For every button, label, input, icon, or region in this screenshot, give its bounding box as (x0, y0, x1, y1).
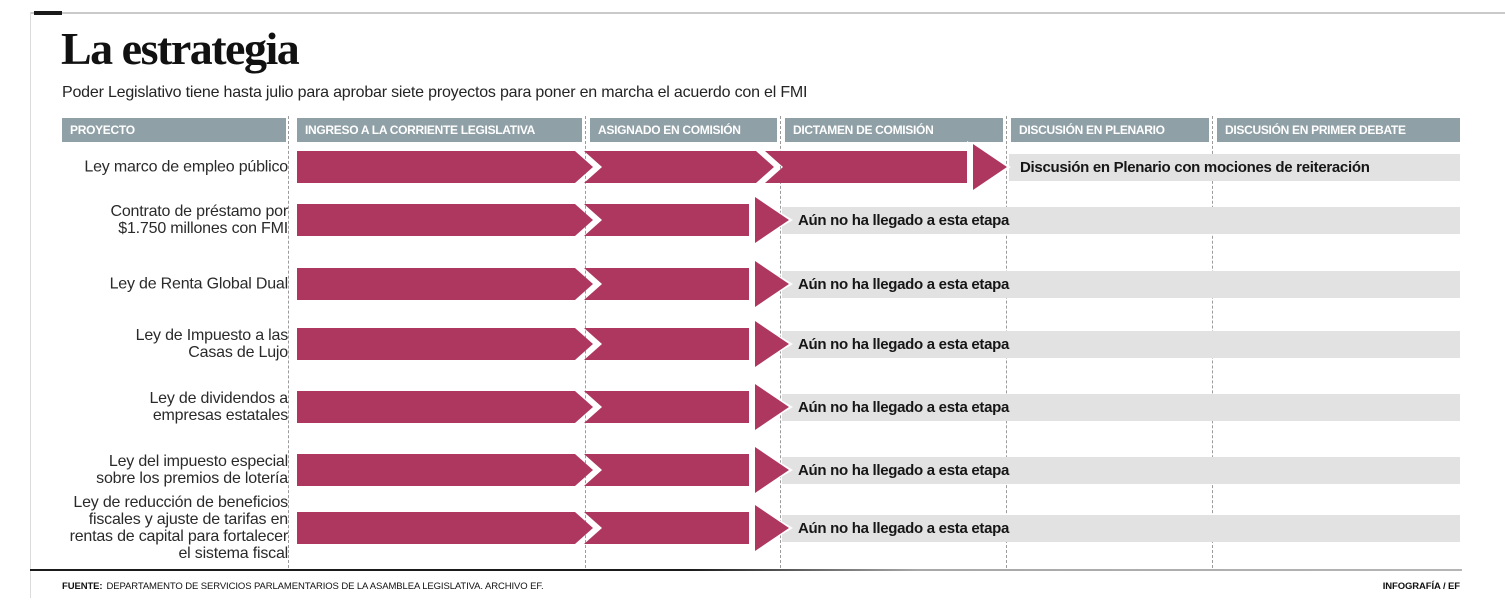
project-label: Ley de Impuesto a las Casas de Lujo (135, 327, 289, 361)
status-text: Aún no ha llegado a esta etapa (798, 212, 1010, 229)
bottom-rule (30, 569, 1462, 571)
arrow-segment (297, 151, 593, 183)
arrow-segment (297, 454, 593, 486)
project-label: Ley de dividendos a empresas estatales (149, 390, 288, 424)
left-edge-rule (30, 12, 31, 598)
arrow-segment (297, 268, 593, 300)
column-header-primer-debate: DISCUSIÓN EN PRIMER DEBATE (1217, 118, 1460, 142)
progress-arrow (0, 377, 1505, 437)
status-bar: Aún no ha llegado a esta etapa (782, 457, 1460, 484)
progress-arrow (0, 190, 1505, 250)
top-rule (30, 12, 1505, 14)
column-header-ingreso: INGRESO A LA CORRIENTE LEGISLATIVA (297, 118, 582, 142)
table-row: Ley del impuesto especial sobre los prem… (0, 440, 1505, 500)
progress-arrow (0, 254, 1505, 314)
status-text: Aún no ha llegado a esta etapa (798, 399, 1010, 416)
project-label: Ley marco de empleo público (84, 158, 288, 176)
status-bar: Aún no ha llegado a esta etapa (782, 394, 1460, 421)
table-row: Contrato de préstamo por $1.750 millones… (0, 190, 1505, 250)
column-divider (288, 116, 289, 568)
table-row: Ley marco de empleo público Discusión en… (0, 137, 1505, 197)
arrow-segment (584, 268, 756, 300)
arrow-segment (297, 391, 593, 423)
source-label: FUENTE: (62, 581, 103, 592)
arrow-segment (584, 151, 774, 183)
arrow-segment (297, 204, 593, 236)
top-rule-tick (34, 11, 62, 15)
arrow-segment (584, 204, 756, 236)
column-header-dictamen: DICTAMEN DE COMISIÓN (785, 118, 1003, 142)
status-bar: Aún no ha llegado a esta etapa (782, 515, 1460, 542)
project-label: Ley de reducción de beneficios fiscales … (69, 494, 289, 562)
status-bar: Aún no ha llegado a esta etapa (782, 331, 1460, 358)
progress-arrow (0, 498, 1505, 558)
arrow-segment (584, 391, 756, 423)
arrow-segment (584, 512, 756, 544)
column-header-proyecto: PROYECTO (62, 118, 286, 142)
credit-note: INFOGRAFÍA / EF (1382, 581, 1460, 592)
arrow-head-icon (755, 384, 789, 430)
project-label: Ley del impuesto especial sobre los prem… (96, 453, 288, 487)
status-bar: Aún no ha llegado a esta etapa (782, 207, 1460, 234)
arrow-segment (297, 328, 593, 360)
status-text: Aún no ha llegado a esta etapa (798, 336, 1010, 353)
arrow-head-icon (755, 261, 789, 307)
status-text: Aún no ha llegado a esta etapa (798, 462, 1010, 479)
progress-arrow (0, 314, 1505, 374)
project-label: Contrato de préstamo por $1.750 millones… (110, 203, 288, 237)
arrow-head-icon (755, 197, 789, 243)
project-label: Ley de Renta Global Dual (109, 275, 289, 293)
page-title: La estrategia (61, 23, 300, 74)
table-row: Ley de Impuesto a las Casas de Lujo Aún … (0, 314, 1505, 374)
source-text: DEPARTAMENTO DE SERVICIOS PARLAMENTARIOS… (106, 581, 544, 592)
status-text: Discusión en Plenario con mociones de re… (1020, 159, 1370, 176)
table-row: Ley de reducción de beneficios fiscales … (0, 494, 1505, 562)
status-text: Aún no ha llegado a esta etapa (798, 276, 1010, 293)
progress-arrow (0, 137, 1505, 197)
progress-arrow (0, 440, 1505, 500)
arrow-head-icon (755, 505, 789, 551)
column-header-plenario: DISCUSIÓN EN PLENARIO (1011, 118, 1209, 142)
arrow-head-icon (755, 447, 789, 493)
column-header-asignado: ASIGNADO EN COMISIÓN (590, 118, 777, 142)
arrow-segment (584, 328, 756, 360)
arrow-head-icon (755, 321, 789, 367)
arrow-segment (765, 151, 975, 183)
arrow-head-icon (973, 144, 1007, 190)
status-bar: Aún no ha llegado a esta etapa (782, 271, 1460, 298)
arrow-segment (297, 512, 593, 544)
table-row: Ley de dividendos a empresas estatales A… (0, 377, 1505, 437)
page-subtitle: Poder Legislativo tiene hasta julio para… (62, 84, 808, 101)
table-row: Ley de Renta Global Dual Aún no ha llega… (0, 254, 1505, 314)
status-bar: Discusión en Plenario con mociones de re… (1009, 154, 1460, 181)
arrow-segment (584, 454, 756, 486)
source-note: FUENTE: DEPARTAMENTO DE SERVICIOS PARLAME… (62, 581, 544, 592)
status-text: Aún no ha llegado a esta etapa (798, 520, 1010, 537)
